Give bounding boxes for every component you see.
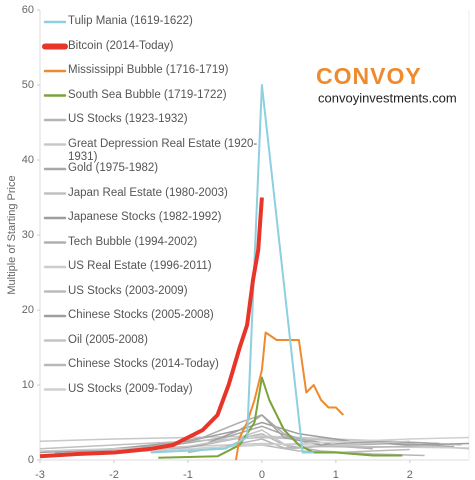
x-tick-label: -1 (183, 469, 193, 480)
series-line (235, 331, 345, 461)
x-tick-label: -3 (35, 469, 45, 480)
legend-label: US Stocks (1923-1932) (68, 113, 188, 125)
y-axis-label: Multiple of Starting Price (6, 175, 18, 294)
x-tick-label: -2 (109, 469, 119, 480)
y-tick-label: 40 (22, 154, 34, 166)
x-tick-label: 1 (333, 469, 339, 480)
series-line (39, 197, 264, 459)
y-tick-label: 60 (22, 4, 34, 16)
y-tick-label: 0 (28, 454, 34, 466)
legend-label: Japanese Stocks (1982-1992) (68, 211, 222, 223)
x-tick-label: 0 (259, 469, 265, 480)
legend-label: Tech Bubble (1994-2002) (68, 235, 198, 248)
series-line (158, 376, 403, 459)
legend-label: Bitcoin (2014-Today) (68, 39, 174, 52)
logo: CONVOY (316, 63, 422, 89)
logo-url: convoyinvestments.com (318, 90, 457, 105)
series-line (113, 429, 410, 454)
legend-label: Tulip Mania (1619-1622) (68, 15, 193, 27)
y-tick-label: 30 (22, 229, 34, 241)
legend-label: Chinese Stocks (2014-Today) (68, 358, 219, 370)
x-tick-label: 2 (407, 469, 413, 480)
legend-label: South Sea Bubble (1719-1722) (68, 88, 227, 101)
series-line (39, 442, 470, 452)
legend-label: Mississippi Bubble (1716-1719) (68, 64, 229, 76)
series-line (39, 421, 470, 454)
legend-label: US Real Estate (1996-2011) (68, 260, 212, 272)
y-tick-label: 50 (22, 79, 34, 91)
y-tick-label: 20 (22, 304, 34, 316)
legend-label: Japan Real Estate (1980-2003) (68, 186, 228, 199)
legend-label: US Stocks (2003-2009) (68, 284, 188, 297)
legend-label: Great Depression Real Estate (1920-1931) (68, 137, 258, 163)
legend-label: US Stocks (2009-Today) (68, 382, 193, 395)
legend-label: Gold (1975-1982) (68, 162, 159, 174)
legend-label: Chinese Stocks (2005-2008) (68, 309, 214, 321)
y-tick-label: 10 (22, 379, 34, 391)
legend-label: Oil (2005-2008) (68, 333, 148, 346)
